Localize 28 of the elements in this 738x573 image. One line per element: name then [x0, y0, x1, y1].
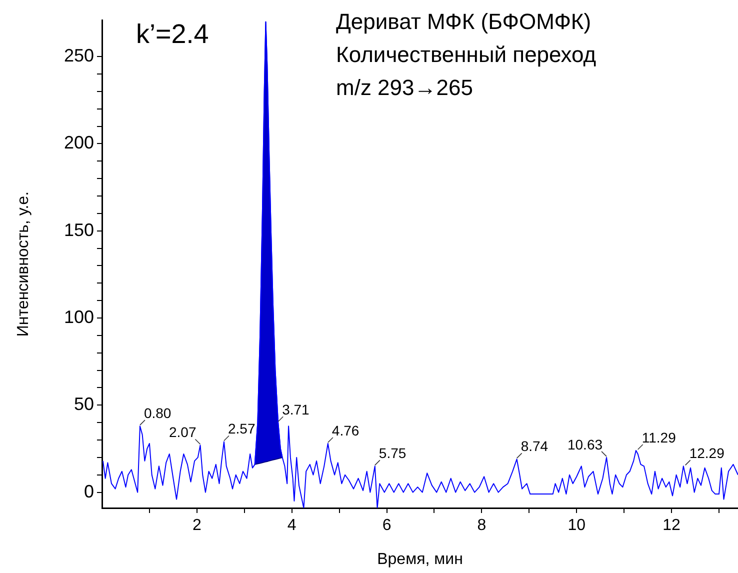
annotation: 8.74: [520, 438, 548, 454]
annotation: 4.76: [332, 422, 360, 438]
annotation: 11.29: [642, 429, 676, 446]
annotation: 10.63: [567, 436, 603, 452]
x-tick-label: 2: [192, 517, 202, 534]
chart-title: Дериват МФК (БФОМФК): [336, 9, 592, 34]
y-tick-label: 150: [64, 220, 94, 240]
annotation: 5.75: [378, 445, 406, 462]
annotation: m/z 293→265: [336, 75, 473, 100]
annotation: 2.07: [169, 424, 196, 440]
y-axis-title: Интенсивность, у.е.: [15, 191, 32, 337]
y-tick-label: 0: [84, 481, 94, 502]
annotation: 2.57: [228, 420, 256, 437]
y-tick-label: 250: [64, 46, 94, 66]
y-tick-label: 200: [64, 132, 94, 153]
x-axis-title: Время, мин: [377, 550, 463, 568]
y-tick-label: 100: [64, 306, 94, 327]
annotation: Количественный переход: [336, 42, 596, 68]
annotation: k’=2.4: [136, 18, 209, 49]
annotation: 0.80: [144, 404, 172, 421]
x-tick-label: 6: [382, 517, 392, 534]
x-tick-label: 12: [662, 517, 681, 534]
x-tick-label: 8: [477, 517, 486, 534]
annotation: 3.71: [282, 401, 310, 418]
x-tick-label: 10: [568, 517, 586, 534]
y-tick-label: 50: [74, 394, 94, 414]
x-tick-label: 4: [287, 517, 296, 534]
annotation: 12.29: [689, 445, 725, 462]
